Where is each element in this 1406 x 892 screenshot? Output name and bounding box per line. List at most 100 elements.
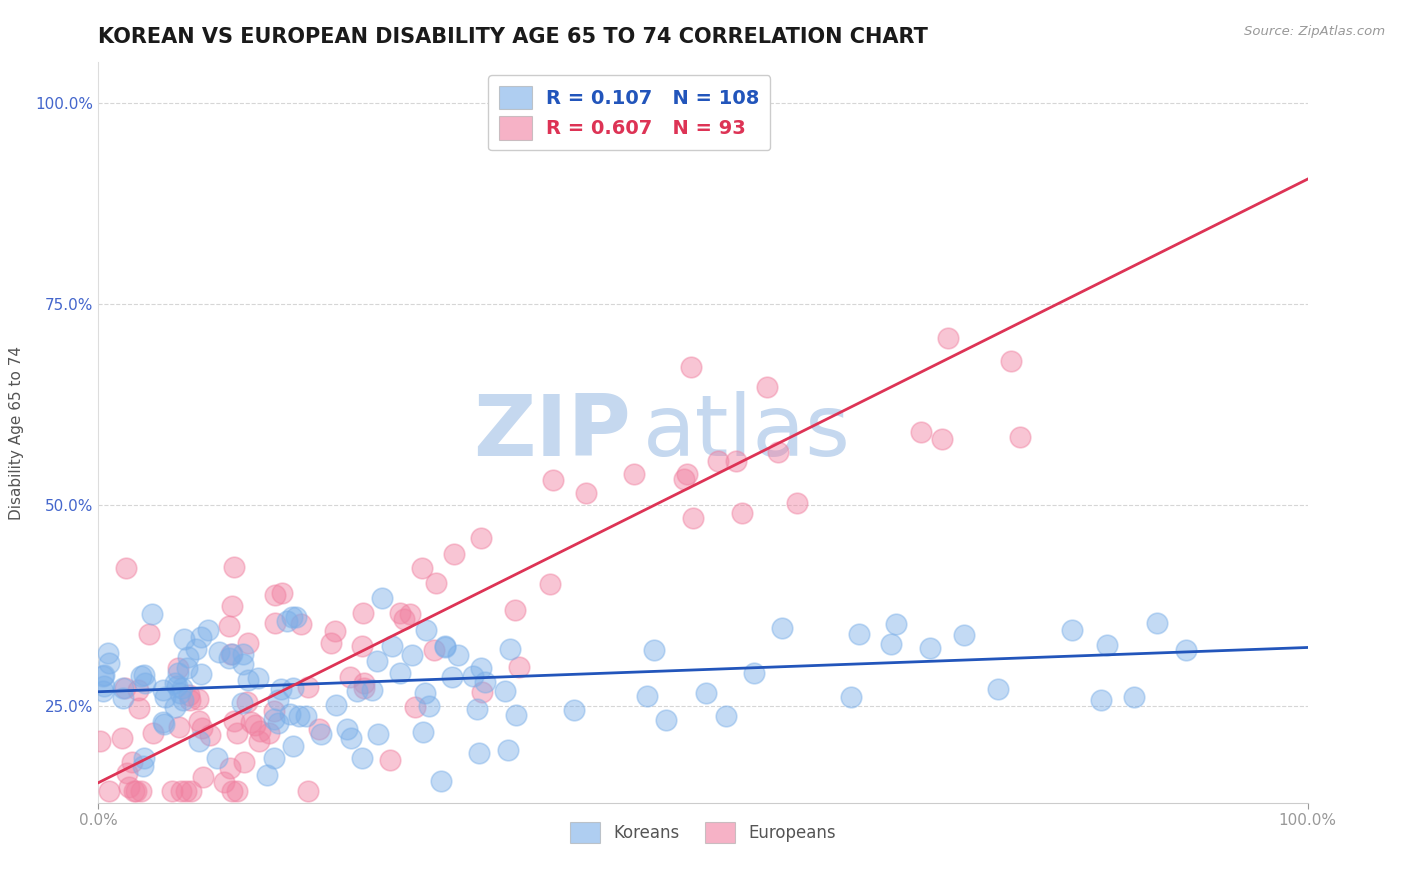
Point: [430, 774, 453, 789]
Point: [276, 615, 298, 629]
Point: [681, 359, 703, 374]
Point: [839, 690, 862, 704]
Point: [169, 686, 191, 700]
Text: KOREAN VS EUROPEAN DISABILITY AGE 65 TO 74 CORRELATION CHART: KOREAN VS EUROPEAN DISABILITY AGE 65 TO …: [98, 27, 928, 47]
Point: [353, 681, 375, 695]
Point: [121, 756, 143, 770]
Point: [440, 670, 463, 684]
Point: [290, 617, 312, 632]
Point: [246, 671, 269, 685]
Point: [339, 670, 361, 684]
Point: [153, 690, 176, 704]
Point: [176, 660, 198, 674]
Point: [920, 640, 942, 655]
Point: [221, 783, 243, 797]
Point: [179, 693, 201, 707]
Point: [1010, 430, 1032, 444]
Point: [470, 531, 492, 545]
Point: [404, 699, 426, 714]
Point: [931, 433, 953, 447]
Point: [461, 669, 484, 683]
Point: [325, 698, 347, 713]
Point: [218, 761, 240, 775]
Point: [378, 753, 401, 767]
Point: [1095, 638, 1118, 652]
Point: [540, 577, 562, 591]
Point: [128, 701, 150, 715]
Point: [503, 602, 526, 616]
Point: [163, 676, 186, 690]
Point: [238, 636, 260, 650]
Point: [415, 623, 437, 637]
Point: [160, 783, 183, 797]
Point: [766, 445, 789, 459]
Point: [187, 691, 209, 706]
Point: [188, 714, 211, 728]
Point: [392, 612, 415, 626]
Point: [218, 619, 240, 633]
Point: [278, 707, 301, 722]
Point: [271, 586, 294, 600]
Point: [179, 689, 201, 703]
Point: [443, 547, 465, 561]
Point: [231, 696, 253, 710]
Point: [936, 331, 959, 345]
Point: [247, 733, 270, 747]
Point: [371, 591, 394, 605]
Point: [212, 774, 235, 789]
Point: [848, 626, 870, 640]
Point: [131, 759, 153, 773]
Point: [987, 681, 1010, 696]
Point: [114, 561, 136, 575]
Point: [91, 684, 114, 698]
Point: [152, 715, 174, 730]
Point: [952, 628, 974, 642]
Point: [142, 725, 165, 739]
Point: [295, 708, 318, 723]
Point: [309, 727, 332, 741]
Point: [562, 703, 585, 717]
Point: [755, 380, 778, 394]
Point: [166, 660, 188, 674]
Point: [170, 681, 193, 696]
Point: [770, 621, 793, 635]
Point: [346, 684, 368, 698]
Point: [111, 731, 134, 745]
Point: [643, 643, 665, 657]
Point: [187, 734, 209, 748]
Point: [297, 783, 319, 797]
Point: [245, 718, 267, 732]
Text: ZIP: ZIP: [472, 391, 630, 475]
Point: [118, 780, 141, 794]
Point: [297, 681, 319, 695]
Point: [263, 712, 285, 726]
Point: [880, 637, 903, 651]
Point: [112, 681, 135, 695]
Point: [707, 454, 730, 468]
Point: [93, 669, 115, 683]
Point: [170, 783, 193, 797]
Point: [165, 700, 187, 714]
Point: [197, 624, 219, 638]
Point: [499, 642, 522, 657]
Point: [655, 713, 678, 727]
Point: [177, 649, 200, 664]
Point: [433, 639, 456, 653]
Point: [323, 624, 346, 638]
Point: [352, 606, 374, 620]
Point: [186, 641, 208, 656]
Point: [412, 724, 434, 739]
Point: [134, 751, 156, 765]
Point: [714, 708, 737, 723]
Point: [575, 486, 598, 500]
Point: [127, 682, 149, 697]
Point: [98, 783, 121, 797]
Point: [138, 627, 160, 641]
Text: Source: ZipAtlas.com: Source: ZipAtlas.com: [1244, 25, 1385, 38]
Point: [235, 696, 257, 710]
Point: [205, 751, 228, 765]
Point: [152, 682, 174, 697]
Point: [367, 726, 389, 740]
Point: [97, 656, 120, 670]
Point: [93, 668, 115, 682]
